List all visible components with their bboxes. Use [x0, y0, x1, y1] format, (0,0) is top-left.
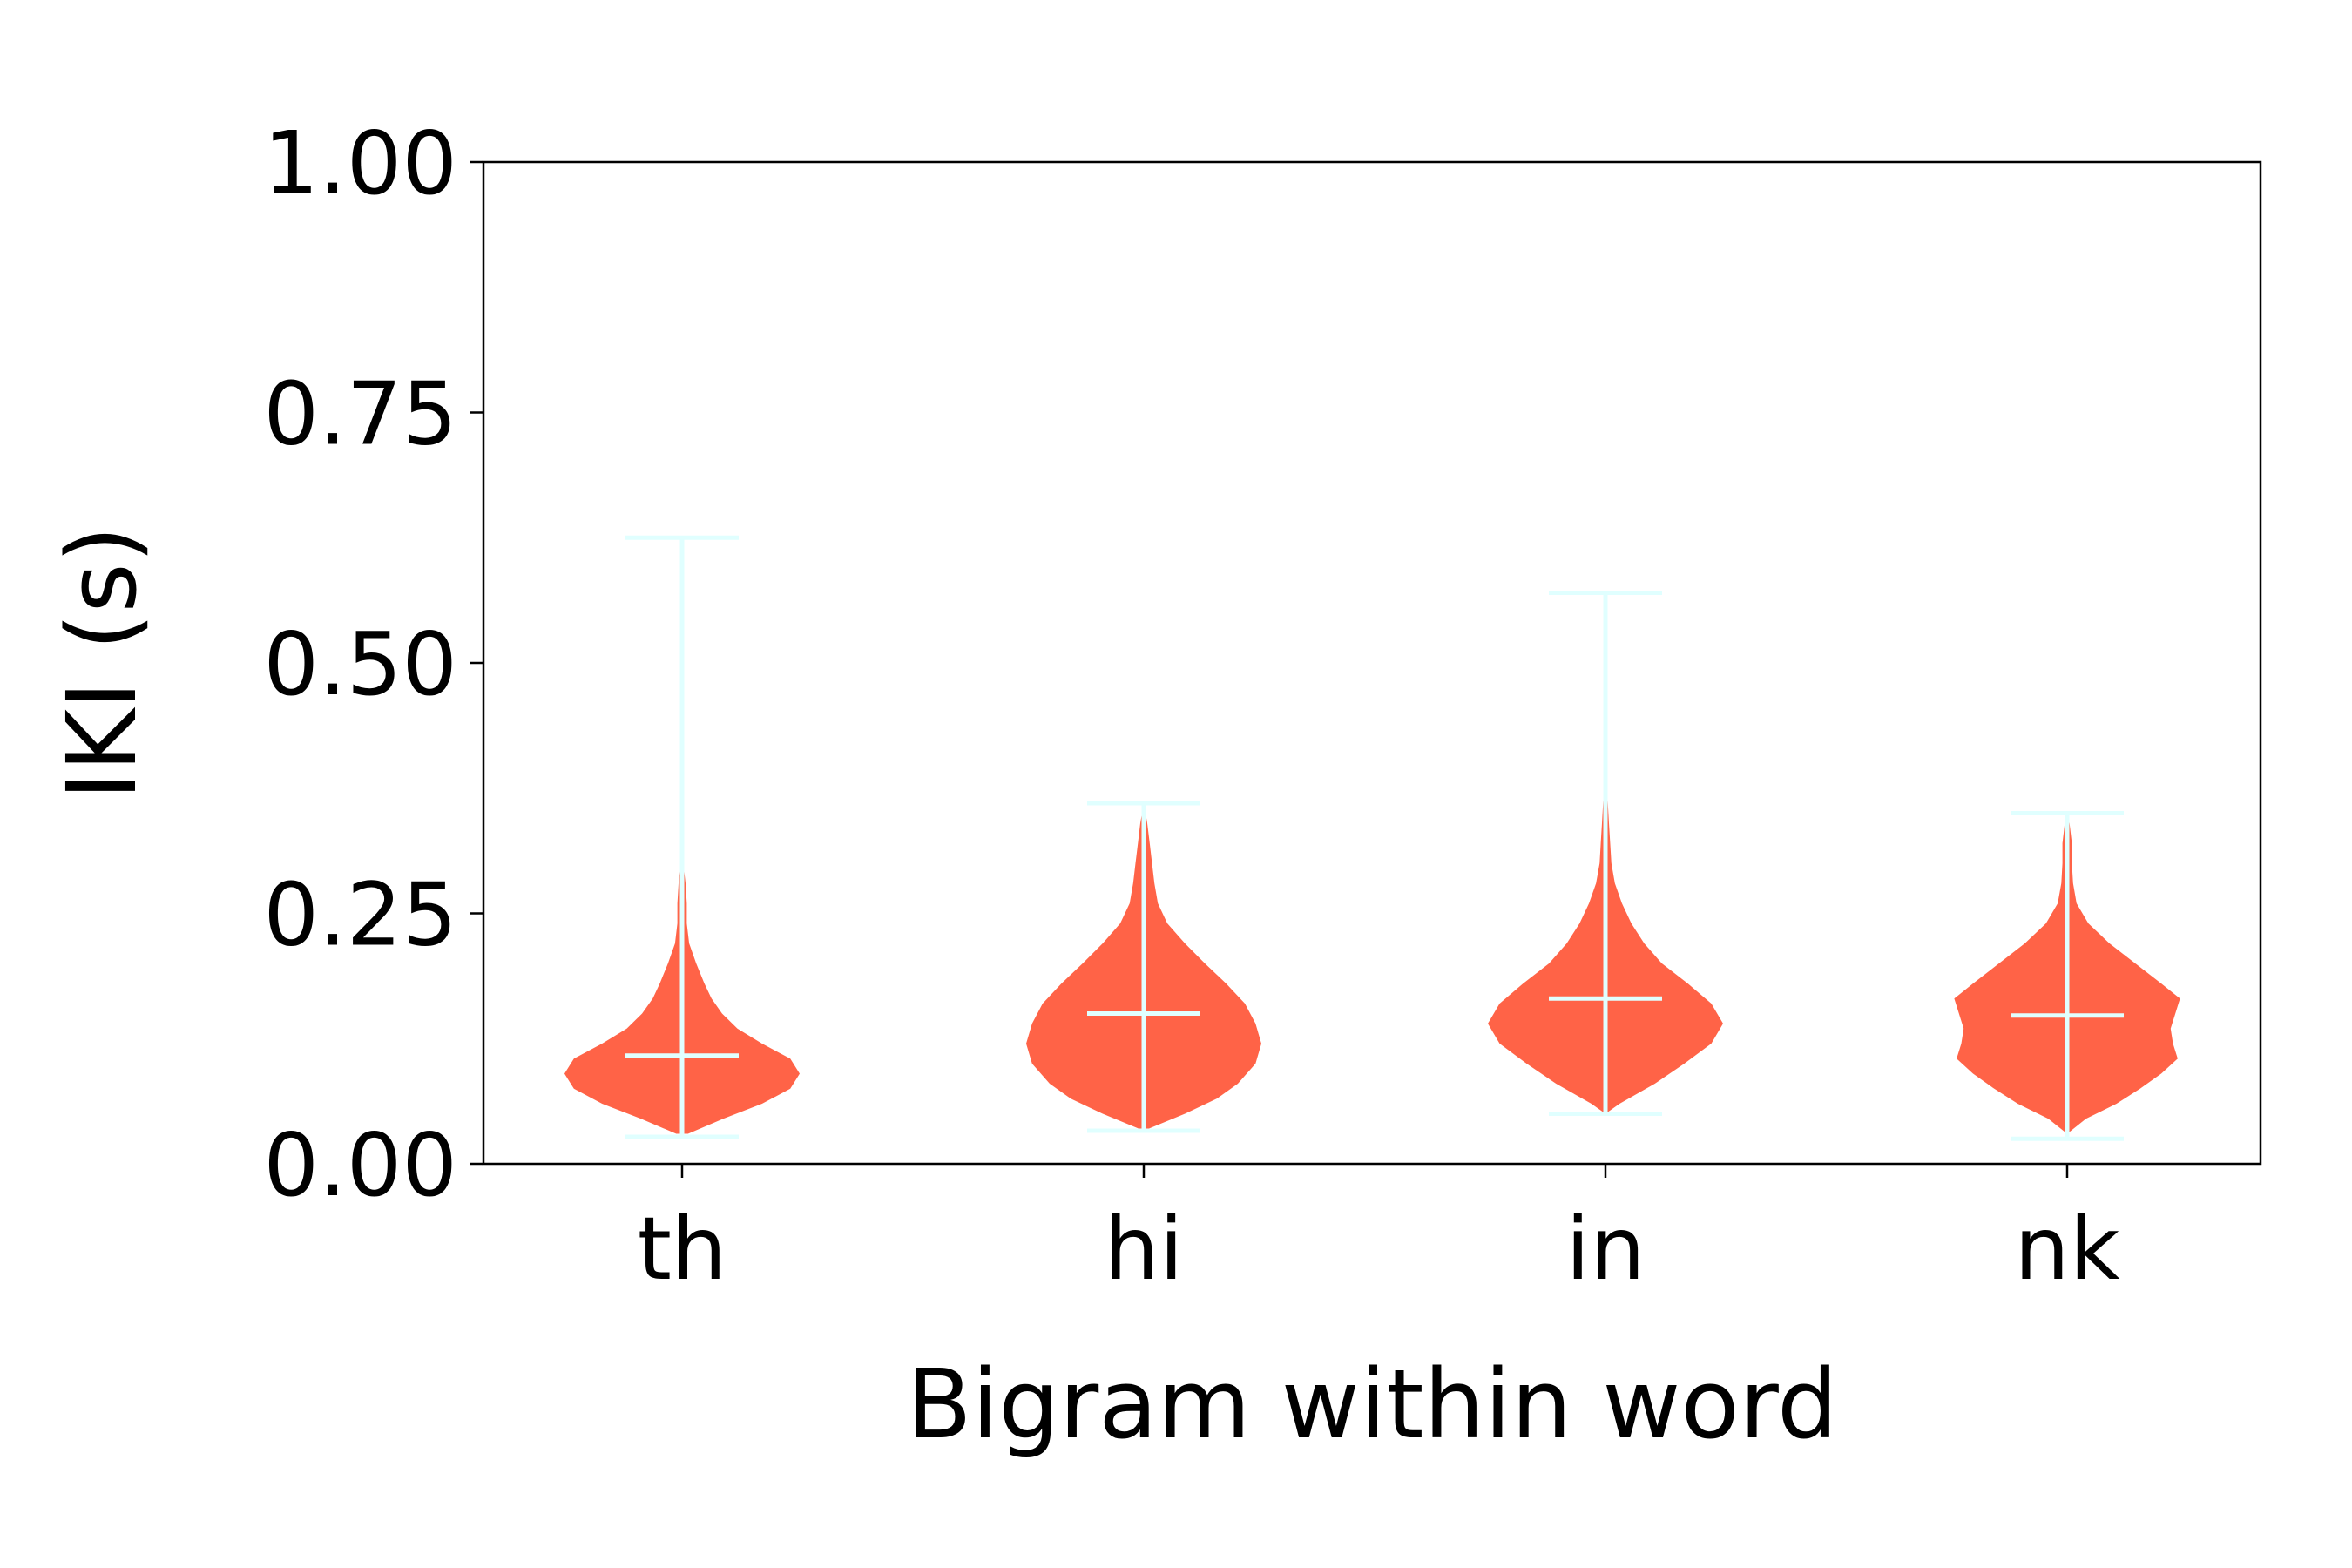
y-tick-label: 0.75 [263, 363, 457, 465]
y-tick-label: 0.50 [263, 613, 457, 715]
marker-layer [625, 535, 2124, 1141]
x-axis-title: Bigram within word [906, 1348, 1838, 1460]
x-axis: th hi in nk [638, 1164, 2120, 1300]
x-tick-label-nk: nk [2014, 1198, 2119, 1300]
violin-layer [564, 763, 2180, 1134]
y-tick-label: 1.00 [263, 112, 457, 214]
y-tick-label: 0.00 [263, 1114, 457, 1216]
x-tick-label-hi: hi [1104, 1198, 1183, 1300]
x-tick-label-in: in [1565, 1198, 1645, 1300]
y-tick-label: 0.25 [263, 864, 457, 966]
y-axis: 0.00 0.25 0.50 0.75 1.00 [263, 112, 483, 1216]
y-axis-title: IKI (s) [46, 525, 158, 800]
x-tick-label-th: th [638, 1198, 727, 1300]
